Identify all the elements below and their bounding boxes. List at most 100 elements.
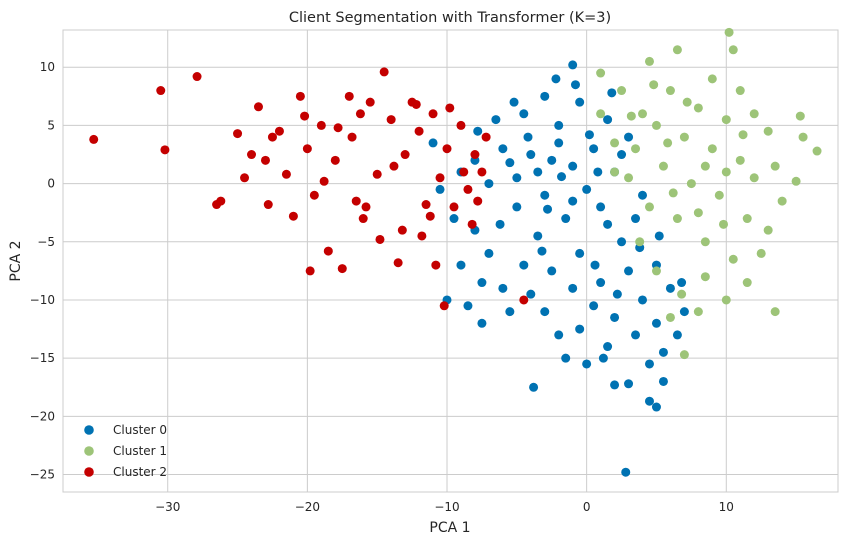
- data-point: [679, 132, 689, 142]
- data-point: [498, 283, 508, 293]
- data-point: [610, 312, 620, 322]
- data-point: [651, 402, 661, 412]
- data-point: [575, 324, 585, 334]
- data-point: [561, 214, 571, 224]
- data-point: [651, 266, 661, 276]
- data-point: [533, 167, 543, 177]
- data-point: [389, 161, 399, 171]
- y-tick-label: −5: [37, 235, 55, 249]
- data-point: [428, 138, 438, 148]
- data-point: [160, 145, 170, 155]
- series-cluster-1: [596, 27, 822, 360]
- data-point: [281, 169, 291, 179]
- data-point: [596, 68, 606, 78]
- data-point: [596, 109, 606, 119]
- y-tick-label: 5: [47, 118, 55, 132]
- data-point: [596, 202, 606, 212]
- legend-label-cluster-2: Cluster 2: [113, 465, 167, 479]
- data-point: [693, 103, 703, 113]
- y-tick-label: −10: [30, 293, 55, 307]
- data-point: [742, 214, 752, 224]
- data-point: [358, 214, 368, 224]
- data-point: [456, 120, 466, 130]
- data-point: [526, 289, 536, 299]
- data-point: [274, 126, 284, 136]
- data-point: [570, 80, 580, 90]
- data-point: [351, 196, 361, 206]
- data-point: [554, 120, 564, 130]
- data-point: [397, 225, 407, 235]
- data-point: [582, 184, 592, 194]
- x-tick-label: −30: [155, 500, 180, 514]
- data-point: [561, 353, 571, 363]
- data-point: [484, 179, 494, 189]
- data-point: [700, 237, 710, 247]
- data-point: [467, 219, 477, 229]
- data-point: [693, 307, 703, 317]
- data-point: [495, 219, 505, 229]
- data-point: [361, 202, 371, 212]
- data-point: [347, 132, 357, 142]
- y-axis-label: PCA 2: [8, 240, 24, 281]
- data-point: [156, 86, 166, 96]
- data-point: [519, 295, 529, 305]
- data-point: [617, 237, 627, 247]
- data-point: [330, 155, 340, 165]
- data-point: [651, 318, 661, 328]
- data-point: [473, 196, 483, 206]
- data-point: [425, 211, 435, 221]
- data-point: [598, 353, 608, 363]
- data-point: [644, 396, 654, 406]
- data-point: [770, 161, 780, 171]
- data-point: [491, 115, 501, 125]
- data-point: [631, 330, 641, 340]
- data-point: [649, 80, 659, 90]
- data-point: [686, 179, 696, 189]
- data-point: [658, 161, 668, 171]
- data-point: [603, 342, 613, 352]
- data-point: [411, 99, 421, 109]
- data-point: [721, 115, 731, 125]
- data-point: [463, 184, 473, 194]
- data-point: [617, 86, 627, 96]
- data-point: [777, 196, 787, 206]
- data-point: [519, 260, 529, 270]
- data-point: [477, 318, 487, 328]
- data-point: [212, 200, 222, 210]
- data-point: [631, 214, 641, 224]
- data-point: [693, 208, 703, 218]
- data-point: [798, 132, 808, 142]
- data-point: [333, 123, 343, 133]
- y-tick-label: 0: [47, 177, 55, 191]
- data-point: [610, 138, 620, 148]
- data-point: [658, 347, 668, 357]
- data-point: [612, 289, 622, 299]
- data-point: [763, 225, 773, 235]
- data-point: [795, 111, 805, 121]
- data-point: [756, 248, 766, 258]
- data-point: [644, 202, 654, 212]
- y-tick-labels: −25 −20 −15 −10 −5 0 5 10: [30, 60, 55, 481]
- data-point: [665, 312, 675, 322]
- data-point: [439, 301, 449, 311]
- data-point: [463, 301, 473, 311]
- x-axis-label: PCA 1: [429, 520, 470, 536]
- data-point: [603, 219, 613, 229]
- legend-label-cluster-1: Cluster 1: [113, 444, 167, 458]
- data-point: [477, 167, 487, 177]
- data-point: [651, 120, 661, 130]
- x-tick-label: −10: [434, 500, 459, 514]
- data-point: [590, 260, 600, 270]
- data-point: [267, 132, 277, 142]
- data-point: [589, 144, 599, 154]
- data-point: [417, 231, 427, 241]
- data-point: [421, 200, 431, 210]
- data-point: [344, 91, 354, 101]
- data-point: [316, 120, 326, 130]
- data-point: [682, 97, 692, 107]
- legend-marker-cluster-1: [84, 446, 94, 456]
- y-tick-label: −25: [30, 468, 55, 482]
- plot-area: [62, 29, 839, 493]
- data-point: [543, 204, 553, 214]
- legend: Cluster 0 Cluster 1 Cluster 2: [84, 423, 167, 479]
